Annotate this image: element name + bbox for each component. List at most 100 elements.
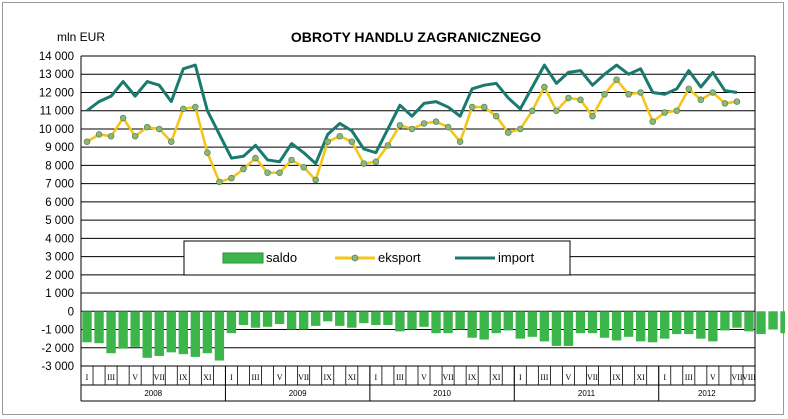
saldo-bar (323, 311, 333, 322)
y-tick-label: 13 000 (39, 69, 74, 81)
saldo-bar (660, 311, 670, 339)
y-tick-label: 10 000 (39, 124, 74, 136)
eksport-point (733, 98, 741, 105)
eksport-point (637, 89, 644, 96)
eksport-point (131, 132, 139, 140)
eksport-point (276, 169, 283, 176)
saldo-bar (166, 311, 176, 353)
eksport-point (625, 91, 632, 98)
month-tick-label: III (540, 373, 548, 382)
eksport-point (673, 107, 681, 114)
saldo-bar (587, 311, 598, 334)
year-label: 2008 (144, 389, 162, 398)
saldo-bar (648, 311, 658, 343)
eksport-point (505, 129, 512, 136)
eksport-point (228, 174, 235, 182)
month-tick-label: IX (612, 373, 621, 382)
eksport-point (601, 91, 608, 98)
saldo-bar (756, 311, 766, 335)
month-tick-label: I (230, 373, 233, 382)
month-tick-label: XI (348, 373, 357, 382)
saldo-bar (467, 311, 477, 338)
month-tick-label: V (566, 373, 572, 382)
month-tick-label: III (252, 373, 260, 382)
eksport-point (709, 89, 717, 96)
y-tick-label: 6 000 (45, 197, 74, 209)
eksport-point (155, 125, 163, 133)
y-axis-ticks: 14 000 13 000 12 000 11 000 10 000 9 000 8 000… (39, 51, 74, 373)
month-tick-label: V (132, 373, 138, 382)
saldo-bar (732, 311, 742, 328)
chart-title: OBROTY HANDLU ZAGRANICZNEGO (291, 29, 541, 45)
year-label: 2010 (433, 389, 451, 398)
eksport-point (553, 107, 560, 114)
saldo-bar (419, 311, 429, 327)
saldo-bar (142, 311, 152, 358)
month-tick-label: I (375, 373, 378, 382)
saldo-bar (635, 311, 646, 342)
month-tick-label: VII (298, 373, 309, 382)
month-tick-label: III (107, 373, 115, 382)
month-tick-label: VII (587, 373, 598, 382)
eksport-point (107, 132, 115, 140)
eksport-point (216, 178, 223, 186)
legend-eksport-marker (351, 254, 359, 262)
saldo-bar (154, 311, 164, 356)
saldo-bar (335, 311, 345, 326)
eksport-point (541, 83, 548, 91)
eksport-point (444, 123, 452, 131)
month-tick-label: V (277, 373, 283, 382)
y-tick-label: -3 000 (41, 361, 74, 373)
month-tick-label: V (421, 373, 427, 382)
saldo-bar (696, 311, 706, 339)
saldo-bar (491, 311, 501, 334)
eksport-point (143, 123, 151, 131)
saldo-bar (515, 311, 525, 339)
eksport-point (577, 96, 584, 104)
saldo-bar (443, 311, 453, 334)
eksport-point (589, 112, 596, 120)
y-tick-label: 2 000 (45, 270, 74, 282)
saldo-bar (539, 311, 550, 342)
saldo-bar (214, 311, 225, 361)
y-tick-label: 3 000 (45, 252, 74, 264)
saldo-bar (708, 311, 718, 342)
saldo-bar (551, 311, 562, 346)
eksport-point (661, 109, 668, 116)
legend-saldo-label: saldo (266, 250, 297, 265)
month-tick-label: I (519, 373, 522, 382)
saldo-bar (431, 311, 441, 334)
saldo-bar (94, 311, 104, 344)
saldo-bar (407, 311, 417, 330)
import-line (86, 63, 738, 166)
month-tick-label: VII (731, 373, 742, 382)
saldo-bar (383, 311, 393, 325)
month-tick-label: III (685, 373, 693, 382)
eksport-point (168, 138, 175, 145)
month-tick-label: III (396, 373, 404, 382)
saldo-bar (238, 311, 249, 325)
month-tick-label: XI (203, 373, 212, 382)
saldo-bar (527, 311, 538, 337)
y-axis-unit-label: mln EUR (57, 30, 105, 44)
y-tick-label: -2 000 (41, 343, 74, 355)
eksport-point (697, 96, 705, 104)
y-tick-label: 7 000 (45, 179, 74, 191)
saldo-bar (672, 311, 682, 335)
saldo-bars (82, 311, 785, 361)
saldo-bar (106, 311, 116, 354)
saldo-bar (479, 311, 489, 340)
legend-import-label: import (498, 250, 535, 265)
saldo-bar (744, 311, 754, 332)
saldo-bar (274, 311, 285, 325)
saldo-bar (202, 311, 213, 354)
eksport-point (348, 138, 356, 145)
saldo-bar (118, 311, 128, 349)
eksport-point (324, 138, 331, 145)
eksport-point (312, 176, 319, 184)
y-tick-label: 11 000 (40, 106, 74, 118)
saldo-bar (575, 311, 586, 334)
saldo-bar (250, 311, 261, 328)
saldo-bar (455, 311, 465, 330)
